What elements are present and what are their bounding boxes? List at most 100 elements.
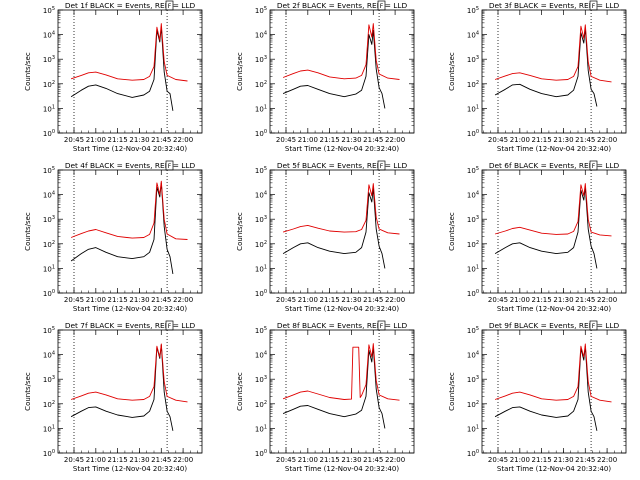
corner-label-text: F — [380, 3, 384, 10]
corner-label-text: F — [168, 3, 172, 10]
chart-title: Det 4f BLACK = Events, RED = LLD — [65, 161, 196, 170]
x-tick-label: 21:15 — [532, 136, 552, 144]
y-tick-label: 103 — [255, 55, 267, 64]
y-tick-label: 105 — [255, 6, 267, 15]
y-tick-label: 104 — [255, 31, 267, 40]
series-line-events — [70, 26, 174, 111]
y-tick-label: 105 — [43, 166, 55, 175]
chart-title: Det 7f BLACK = Events, RED = LLD — [65, 321, 196, 330]
y-tick-label: 102 — [43, 240, 55, 249]
x-tick-label: 20:45 — [488, 296, 508, 304]
plot-frame — [57, 329, 203, 454]
y-tick-label: 101 — [255, 264, 267, 273]
x-axis-label: Start Time (12-Nov-04 20:32:40) — [285, 465, 399, 473]
x-tick-label: 21:30 — [553, 296, 573, 304]
x-tick-label: 20:45 — [64, 296, 84, 304]
corner-label-text: F — [592, 323, 596, 330]
x-tick-label: 22:00 — [385, 136, 405, 144]
x-tick-label: 21:15 — [532, 456, 552, 464]
x-tick-label: 22:00 — [597, 296, 617, 304]
x-axis-label: Start Time (12-Nov-04 20:32:40) — [73, 465, 187, 473]
x-tick-label: 20:45 — [488, 456, 508, 464]
x-axis-label: Start Time (12-Nov-04 20:32:40) — [285, 305, 399, 313]
x-tick-label: 21:45 — [363, 456, 383, 464]
y-axis-label: Counts/sec — [448, 372, 456, 411]
y-axis-label: Counts/sec — [24, 52, 32, 91]
x-tick-label: 21:30 — [341, 456, 361, 464]
series-line-events — [70, 344, 174, 431]
x-tick-label: 22:00 — [597, 456, 617, 464]
y-tick-label: 101 — [255, 104, 267, 113]
series-line-lld — [282, 183, 400, 235]
y-tick-label: 104 — [467, 351, 479, 360]
series-line-lld — [282, 343, 400, 401]
y-axis-label: Counts/sec — [236, 372, 244, 411]
y-tick-label: 102 — [43, 80, 55, 89]
x-tick-label: 21:45 — [151, 456, 171, 464]
x-tick-label: 21:00 — [510, 296, 530, 304]
x-axis-label: Start Time (12-Nov-04 20:32:40) — [73, 305, 187, 313]
x-tick-label: 20:45 — [64, 456, 84, 464]
chart-title: Det 5f BLACK = Events, RED = LLD — [277, 161, 408, 170]
x-tick-label: 20:45 — [64, 136, 84, 144]
x-tick-label: 21:30 — [341, 296, 361, 304]
series-line-events — [70, 182, 174, 274]
corner-label: F — [165, 320, 174, 331]
x-tick-label: 22:00 — [173, 456, 193, 464]
y-tick-label: 102 — [467, 400, 479, 409]
x-tick-label: 20:45 — [488, 136, 508, 144]
y-tick-label: 105 — [255, 326, 267, 335]
x-tick-label: 21:45 — [151, 296, 171, 304]
x-tick-label: 21:15 — [320, 296, 340, 304]
y-tick-label: 100 — [255, 289, 267, 298]
x-tick-label: 21:45 — [575, 296, 595, 304]
y-tick-label: 101 — [43, 264, 55, 273]
y-tick-label: 101 — [467, 424, 479, 433]
y-tick-label: 100 — [255, 449, 267, 458]
x-tick-label: 21:15 — [532, 296, 552, 304]
y-tick-label: 100 — [467, 449, 479, 458]
x-tick-label: 22:00 — [173, 296, 193, 304]
y-tick-label: 103 — [467, 375, 479, 384]
y-tick-label: 105 — [467, 326, 479, 335]
y-tick-label: 104 — [43, 31, 55, 40]
y-tick-label: 105 — [467, 6, 479, 15]
y-tick-label: 102 — [43, 400, 55, 409]
series-line-events — [282, 29, 386, 109]
x-tick-label: 21:45 — [575, 136, 595, 144]
series-line-lld — [70, 23, 188, 82]
corner-label-text: F — [592, 163, 596, 170]
series-line-events — [494, 345, 598, 431]
y-tick-label: 102 — [255, 400, 267, 409]
plot-frame — [57, 169, 203, 294]
x-tick-label: 22:00 — [597, 136, 617, 144]
x-tick-label: 21:00 — [298, 296, 318, 304]
corner-label: F — [165, 0, 174, 11]
plot-frame — [57, 9, 203, 134]
x-tick-label: 21:00 — [298, 136, 318, 144]
x-tick-label: 20:45 — [276, 456, 296, 464]
y-tick-label: 105 — [255, 166, 267, 175]
x-tick-label: 21:00 — [510, 456, 530, 464]
x-tick-label: 22:00 — [385, 296, 405, 304]
chart-title: Det 8f BLACK = Events, RED = LLD — [277, 321, 408, 330]
x-axis-label: Start Time (12-Nov-04 20:32:40) — [497, 145, 611, 153]
y-tick-label: 104 — [467, 191, 479, 200]
plot-frame — [481, 169, 627, 294]
x-tick-label: 21:30 — [341, 136, 361, 144]
corner-label: F — [589, 0, 598, 11]
x-tick-label: 21:30 — [129, 296, 149, 304]
x-tick-label: 21:15 — [320, 136, 340, 144]
y-tick-label: 101 — [255, 424, 267, 433]
y-tick-label: 104 — [43, 191, 55, 200]
y-axis-label: Counts/sec — [236, 52, 244, 91]
series-line-lld — [494, 183, 612, 237]
y-tick-label: 101 — [467, 264, 479, 273]
